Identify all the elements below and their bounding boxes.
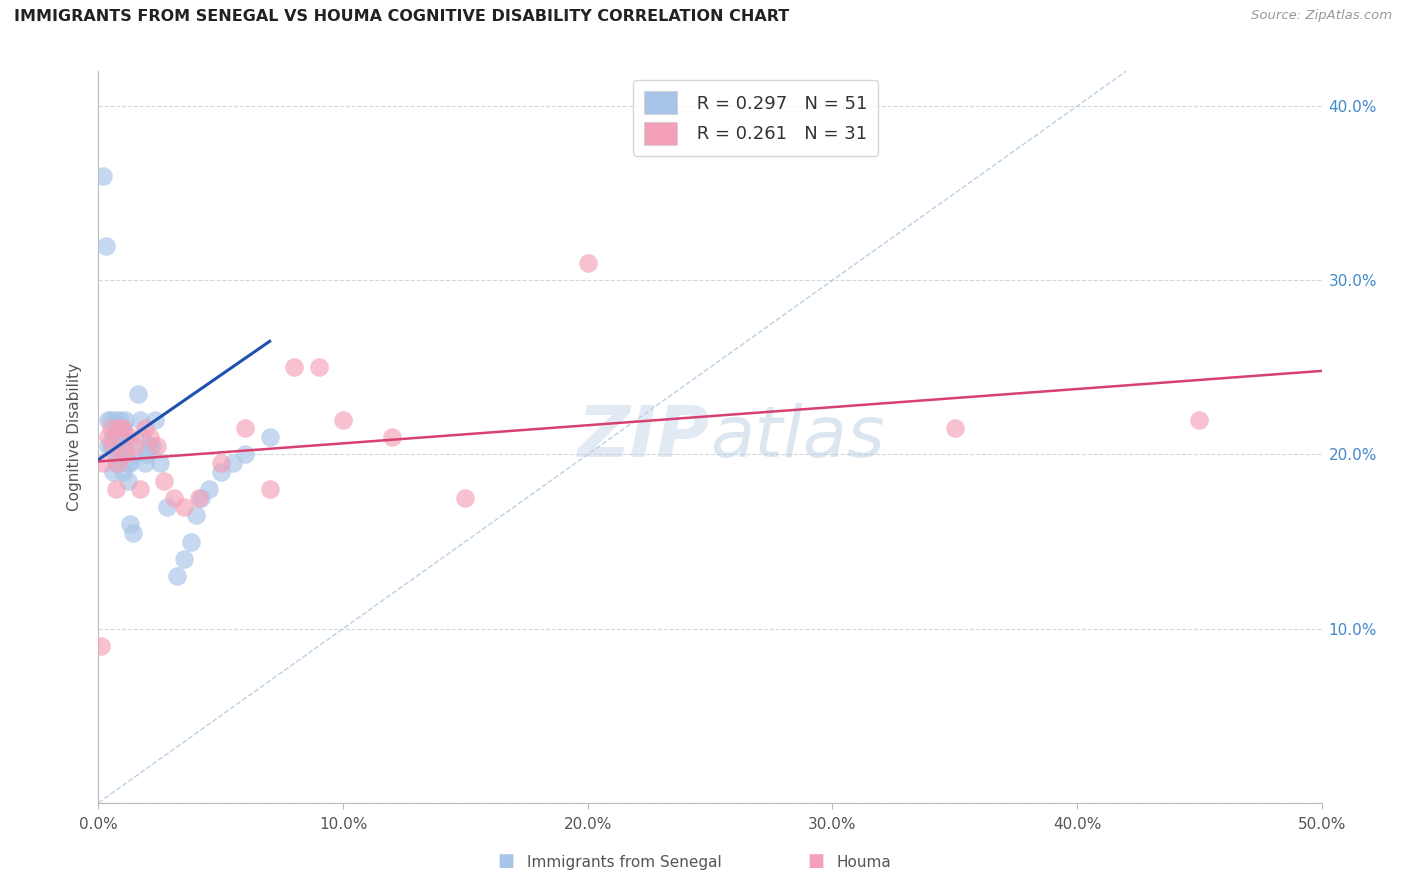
Point [381,430,404,444]
Point [166,569,188,583]
Point [259,430,281,444]
Point [124,439,146,453]
Point [143,412,166,426]
Point [163,491,186,505]
Point [117,456,139,470]
Point [120,517,142,532]
Point [110,421,132,435]
Point [153,474,176,488]
Point [104,448,127,462]
Text: Immigrants from Senegal: Immigrants from Senegal [527,855,723,870]
Point [173,500,195,514]
Point [91,169,114,183]
Point [120,430,142,444]
Point [124,448,146,462]
Point [134,456,156,470]
Point [180,534,202,549]
Text: ZIP: ZIP [578,402,710,472]
Point [173,552,195,566]
Point [187,491,209,505]
Point [101,439,124,453]
Point [104,483,127,497]
Point [104,456,127,470]
Text: Source: ZipAtlas.com: Source: ZipAtlas.com [1251,9,1392,22]
Point [97,439,120,453]
Point [101,439,124,453]
Text: atlas: atlas [710,402,884,472]
Point [107,430,129,444]
Text: ■: ■ [498,852,515,870]
Point [100,421,122,435]
Point [146,439,169,453]
Point [107,439,129,453]
Point [91,456,114,470]
Point [156,500,179,514]
Point [104,412,127,426]
Point [111,430,134,444]
Point [209,456,232,470]
Point [222,456,245,470]
Point [1188,412,1211,426]
Text: IMMIGRANTS FROM SENEGAL VS HOUMA COGNITIVE DISABILITY CORRELATION CHART: IMMIGRANTS FROM SENEGAL VS HOUMA COGNITI… [14,9,789,24]
Point [117,474,139,488]
Point [233,421,256,435]
Point [141,439,163,453]
Point [97,430,120,444]
Point [134,421,156,435]
Point [107,421,129,435]
Point [107,456,129,470]
Legend:  R = 0.297   N = 51,  R = 0.261   N = 31: R = 0.297 N = 51, R = 0.261 N = 31 [634,80,879,156]
Point [97,412,120,426]
Point [111,421,134,435]
Point [111,465,134,479]
Point [100,439,122,453]
Point [209,465,232,479]
Point [114,430,136,444]
Text: ■: ■ [807,852,824,870]
Point [114,448,136,462]
Point [94,238,117,252]
Point [186,508,208,523]
Point [101,430,124,444]
Point [332,412,354,426]
Point [129,483,152,497]
Point [90,639,112,653]
Point [308,360,330,375]
Point [127,386,149,401]
Point [104,430,127,444]
Point [233,448,256,462]
Point [149,456,172,470]
Point [190,491,212,505]
Point [111,439,134,453]
Y-axis label: Cognitive Disability: Cognitive Disability [67,363,83,511]
Point [121,525,143,540]
Point [129,412,152,426]
Point [110,412,132,426]
Point [136,448,159,462]
Point [197,483,219,497]
Point [110,421,132,435]
Text: Houma: Houma [837,855,891,870]
Point [454,491,477,505]
Point [120,456,142,470]
Point [576,256,599,270]
Point [111,421,134,435]
Point [283,360,305,375]
Point [114,412,136,426]
Point [100,412,122,426]
Point [139,439,162,453]
Point [259,483,281,497]
Point [101,465,124,479]
Point [139,430,162,444]
Point [110,448,132,462]
Point [131,430,153,444]
Point [943,421,966,435]
